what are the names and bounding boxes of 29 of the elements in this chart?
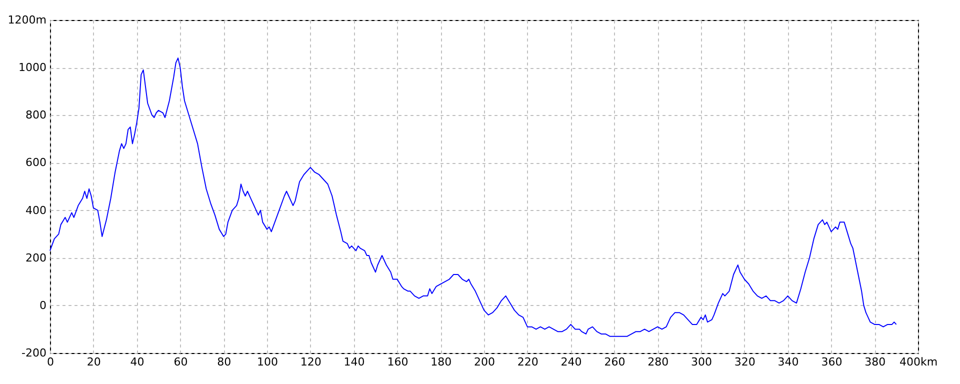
x-tick-label: 380 [864, 356, 886, 368]
x-tick-label: 200 [474, 356, 495, 368]
x-tick-label: 20 [86, 356, 101, 368]
y-tick-label: -200 [22, 346, 46, 360]
x-tick-label: 100 [257, 356, 278, 368]
x-tick-label: 300 [691, 356, 712, 368]
x-tick-label: 220 [517, 356, 538, 368]
y-tick-label: 800 [26, 108, 46, 122]
x-tick-label: 60 [174, 356, 188, 368]
x-tick-label: 260 [604, 356, 626, 368]
y-tick-label: 0 [40, 298, 46, 312]
x-tick-label: 140 [344, 356, 365, 368]
y-tick-label: 200 [26, 251, 46, 264]
x-tick-label: 160 [387, 356, 408, 368]
y-tick-label: 400 [26, 204, 46, 217]
y-tick-label: 1200m [8, 14, 46, 26]
x-tick-label: 280 [648, 356, 669, 368]
y-tick-label: 600 [26, 156, 46, 170]
x-tick-label: 180 [430, 356, 452, 368]
x-tick-label: 240 [560, 356, 582, 368]
x-tick-label: 320 [734, 356, 756, 368]
x-tick-label: 360 [821, 356, 842, 368]
x-tick-label: 80 [217, 356, 232, 368]
x-tick-label: 120 [300, 356, 322, 368]
line-series [50, 58, 897, 337]
y-tick-label: 1000 [18, 61, 46, 74]
x-tick-label: 340 [778, 356, 799, 368]
x-tick-label: 400km [899, 356, 938, 368]
x-tick-label: 40 [130, 356, 144, 368]
